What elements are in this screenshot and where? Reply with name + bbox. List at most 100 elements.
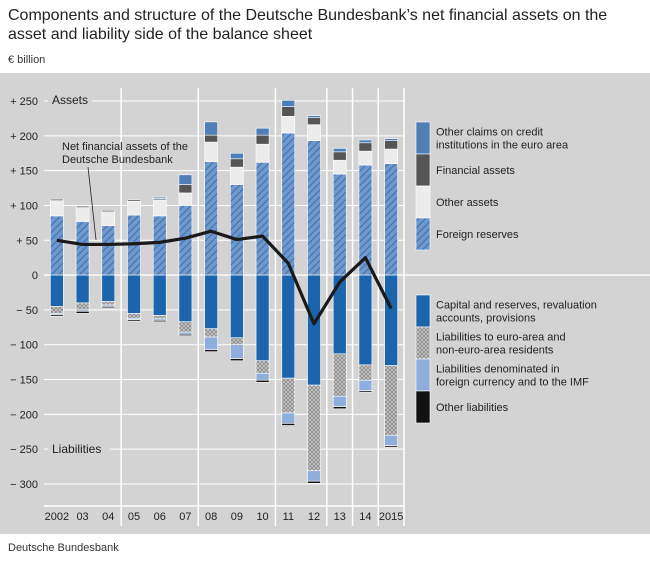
bar-financial-assets [281, 106, 296, 117]
bar-capital-and-reserves-revaluation-accounts-provisions [152, 274, 167, 316]
legend-label: foreign currency and to the IMF [436, 377, 589, 389]
liabilities-label-bg [48, 442, 110, 456]
legend-label: Foreign reserves [436, 229, 519, 241]
bar-foreign-reserves [281, 132, 296, 276]
bar-liabilities-to-euro-area-and-non-euro-area-residents [178, 321, 193, 333]
legend-swatch [415, 121, 431, 155]
bar-other-liabilities [281, 423, 296, 426]
bar-liabilities-denominated-in-foreign-currency-and-to-the-imf [384, 434, 398, 447]
bar-capital-and-reserves-revaluation-accounts-provisions [358, 274, 373, 366]
y-tick-label: − 250 [10, 444, 38, 456]
net-line-annotation-cont: Deutsche Bundesbank [62, 154, 173, 166]
bar-capital-and-reserves-revaluation-accounts-provisions [178, 274, 193, 323]
unit-label: € billion [8, 54, 46, 66]
x-tick-label: 09 [231, 511, 243, 523]
bar-other-assets [152, 199, 167, 217]
x-tick-label: 06 [154, 511, 166, 523]
legend-label: Liabilities to euro-area and [436, 332, 566, 344]
bar-liabilities-denominated-in-foreign-currency-and-to-the-imf [204, 336, 218, 350]
bar-liabilities-denominated-in-foreign-currency-and-to-the-imf [281, 412, 296, 424]
bar-other-claims-on-credit-institutions-in-the-euro-area [332, 148, 347, 153]
bar-foreign-reserves [332, 173, 347, 276]
bar-foreign-reserves [50, 215, 64, 276]
bar-financial-assets [127, 199, 141, 202]
bar-other-assets [281, 116, 296, 134]
net-financial-assets-line [56, 229, 393, 326]
x-tick-label: 08 [205, 511, 217, 523]
bar-capital-and-reserves-revaluation-accounts-provisions [255, 274, 270, 362]
y-tick-label: − 300 [10, 479, 38, 491]
net-line-annotation: Net financial assets of the [62, 141, 188, 153]
y-tick-label: 0 [32, 270, 38, 282]
y-tick-label: + 100 [10, 200, 38, 212]
bar-other-liabilities [152, 320, 167, 323]
bar-liabilities-denominated-in-foreign-currency-and-to-the-imf [332, 395, 347, 408]
legend-swatch [415, 326, 431, 360]
bar-other-liabilities [358, 390, 373, 393]
bar-foreign-reserves [384, 163, 398, 276]
legend-swatch [415, 358, 431, 392]
bar-financial-assets [101, 210, 116, 213]
bar-other-liabilities [204, 349, 218, 352]
y-tick-label: − 50 [16, 305, 38, 317]
bar-other-claims-on-credit-institutions-in-the-euro-area [307, 115, 321, 119]
y-tick-label: − 150 [10, 375, 38, 387]
x-tick-label: 2015 [379, 511, 403, 523]
bar-other-liabilities [307, 480, 321, 484]
bar-other-assets [230, 166, 244, 185]
legend-label: institutions in the euro area [436, 140, 569, 152]
x-tick-label: 11 [283, 511, 294, 523]
y-tick-label: + 50 [16, 235, 38, 247]
bar-foreign-reserves [152, 215, 167, 276]
annotation-leader [87, 166, 97, 241]
bar-liabilities-denominated-in-foreign-currency-and-to-the-imf [307, 470, 321, 482]
bar-liabilities-denominated-in-foreign-currency-and-to-the-imf [178, 331, 193, 335]
bar-foreign-reserves [75, 221, 90, 276]
bar-other-liabilities [127, 319, 141, 322]
chart-title: Components and structure of the Deutsche… [8, 7, 608, 43]
legend-label: Financial assets [436, 165, 515, 177]
bar-capital-and-reserves-revaluation-accounts-provisions [307, 274, 321, 386]
bar-financial-assets [332, 151, 347, 161]
x-tick-label: 13 [334, 511, 346, 523]
bar-financial-assets [230, 158, 244, 168]
bar-other-claims-on-credit-institutions-in-the-euro-area [281, 100, 296, 107]
bar-other-assets [358, 150, 373, 166]
bar-other-liabilities [255, 379, 270, 383]
bar-financial-assets [255, 134, 270, 145]
bar-liabilities-to-euro-area-and-non-euro-area-residents [50, 306, 64, 314]
y-tick-label: + 200 [10, 131, 38, 143]
bar-liabilities-denominated-in-foreign-currency-and-to-the-imf [255, 372, 270, 381]
bar-other-liabilities [230, 358, 244, 362]
legend-swatch [415, 185, 431, 219]
bar-capital-and-reserves-revaluation-accounts-provisions [127, 274, 141, 314]
x-tick-label: 10 [256, 511, 268, 523]
assets-label-bg [48, 93, 92, 107]
bar-financial-assets [75, 205, 90, 208]
bar-other-claims-on-credit-institutions-in-the-euro-area [178, 174, 193, 185]
legend-label: Other assets [436, 197, 499, 209]
bar-financial-assets [204, 134, 218, 143]
bar-foreign-reserves [101, 225, 116, 276]
x-tick-label: 2002 [45, 511, 69, 523]
bar-other-assets [127, 200, 141, 216]
bar-other-claims-on-credit-institutions-in-the-euro-area [384, 138, 398, 141]
bar-foreign-reserves [230, 184, 244, 276]
bar-liabilities-to-euro-area-and-non-euro-area-residents [101, 301, 116, 306]
bar-capital-and-reserves-revaluation-accounts-provisions [384, 274, 398, 366]
bar-liabilities-to-euro-area-and-non-euro-area-residents [230, 337, 244, 346]
bar-capital-and-reserves-revaluation-accounts-provisions [230, 274, 244, 339]
bar-liabilities-to-euro-area-and-non-euro-area-residents [332, 353, 347, 397]
bar-financial-assets [307, 117, 321, 125]
bar-other-liabilities [101, 306, 116, 309]
bar-other-liabilities [332, 406, 347, 410]
bar-financial-assets [358, 142, 373, 152]
legend-label: Other claims on credit [436, 127, 543, 139]
bar-liabilities-denominated-in-foreign-currency-and-to-the-imf [230, 344, 244, 359]
x-tick-label: 03 [76, 511, 88, 523]
y-tick-label: − 200 [10, 409, 38, 421]
bar-foreign-reserves [204, 161, 218, 276]
x-tick-label: 14 [359, 511, 371, 523]
bar-other-assets [101, 211, 116, 226]
